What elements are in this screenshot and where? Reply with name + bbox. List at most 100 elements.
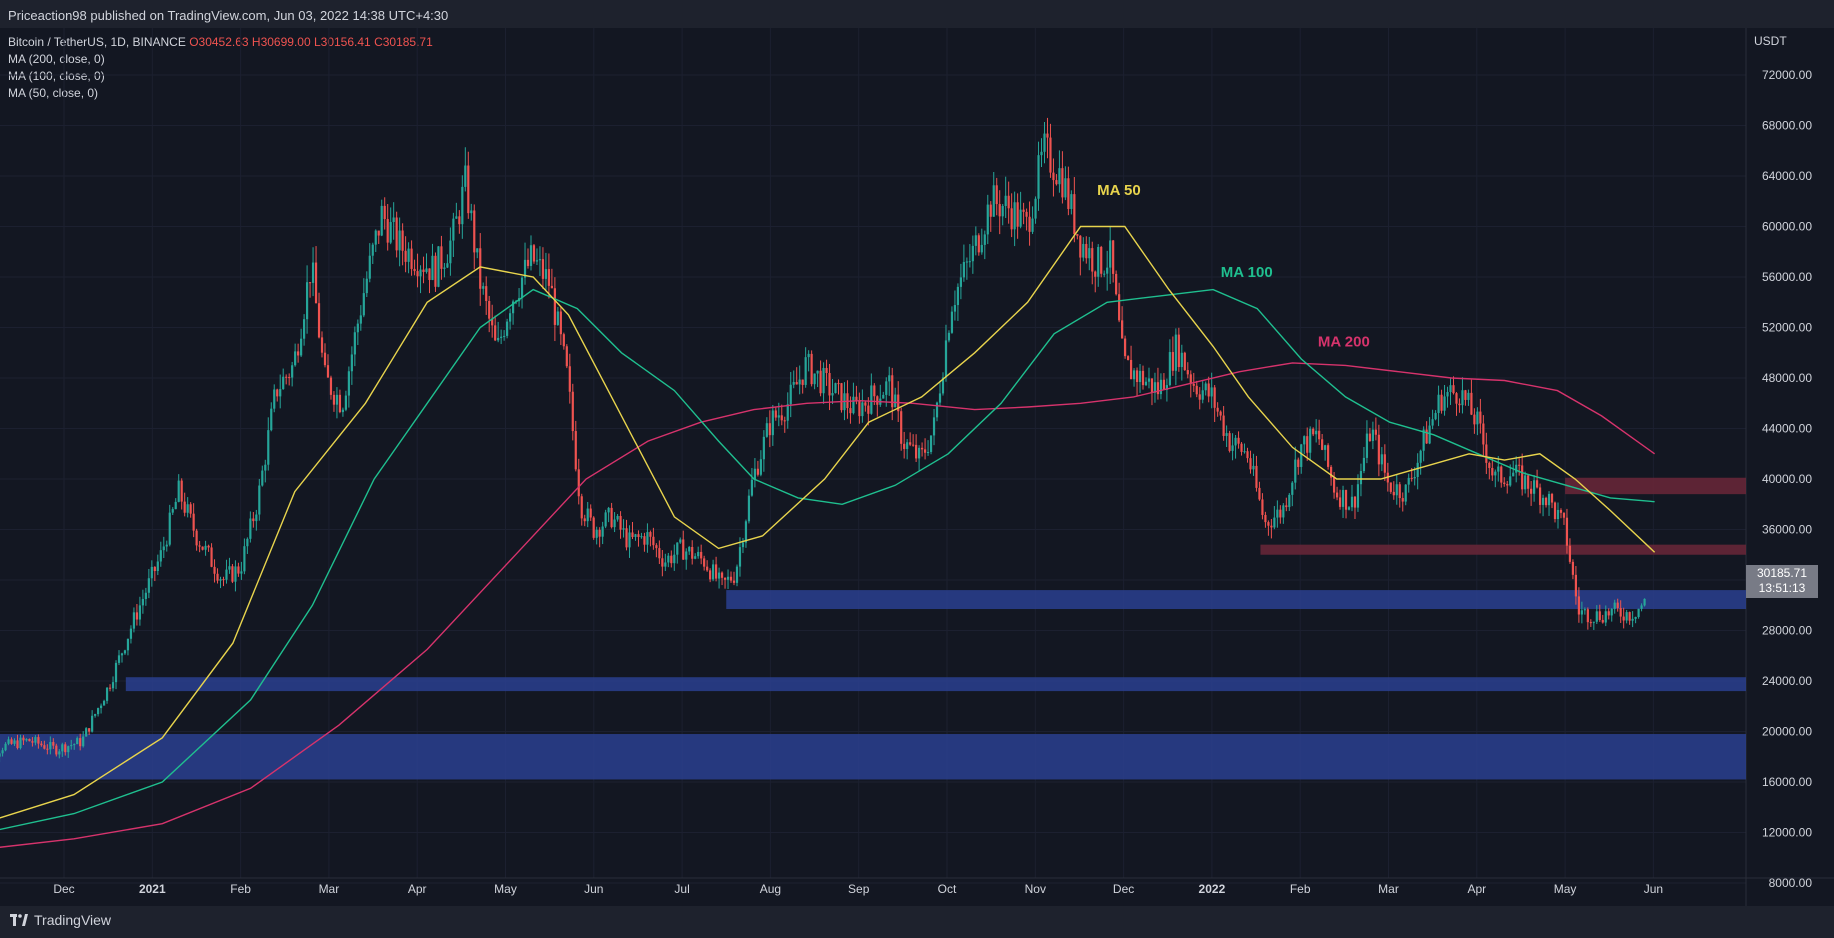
candle-body: [455, 216, 458, 219]
candle-body: [288, 377, 291, 379]
candle: [389, 207, 392, 245]
candle: [780, 404, 783, 426]
indicator-ma100[interactable]: MA (100, close, 0): [8, 69, 105, 83]
candle-body: [255, 514, 258, 522]
candle-body: [697, 551, 700, 557]
candle-body: [1240, 443, 1243, 452]
current-price-value: 30185.71: [1756, 566, 1808, 580]
candle: [1344, 489, 1348, 519]
candle-body: [97, 708, 100, 715]
price-chart[interactable]: MA 50 MA 100 MA 200 8000.00 12000.00 16000.0…: [0, 0, 1834, 906]
candle: [1530, 481, 1533, 506]
candle-body: [1234, 437, 1237, 446]
candle-body: [577, 469, 580, 497]
candle-body: [1067, 178, 1070, 209]
price-tick-label: 72000.00: [1762, 68, 1812, 82]
symbol-row[interactable]: Bitcoin / TetherUS, 1D, BINANCE O30452.6…: [8, 34, 433, 51]
candle-body: [186, 504, 189, 513]
candle-body: [362, 293, 365, 316]
candle-body: [446, 263, 449, 268]
time-tick-label: Jun: [1644, 882, 1663, 896]
candle-body: [831, 393, 834, 396]
candle: [1479, 398, 1482, 434]
candle: [714, 556, 718, 582]
candle: [141, 589, 144, 614]
candle: [1631, 611, 1634, 628]
candle: [750, 467, 754, 497]
candle: [709, 568, 712, 583]
candle-body: [652, 536, 655, 546]
candle: [1300, 443, 1303, 474]
candle: [91, 710, 94, 733]
candle: [162, 536, 165, 559]
candle-body: [1118, 294, 1121, 321]
candle: [852, 382, 855, 415]
indicator-ma200[interactable]: MA (200, close, 0): [8, 52, 105, 66]
candle: [1604, 605, 1607, 627]
tradingview-brand[interactable]: TradingView: [10, 912, 111, 928]
candle: [279, 374, 282, 409]
candle-body: [70, 745, 73, 747]
candle-body: [320, 337, 324, 353]
candle: [1347, 506, 1351, 511]
candle: [1440, 389, 1443, 414]
candle-body: [144, 592, 147, 600]
candle: [246, 537, 249, 554]
candle: [350, 346, 353, 385]
candle: [1538, 483, 1542, 514]
price-tick-label: 12000.00: [1762, 826, 1812, 840]
candle-body: [1440, 394, 1443, 411]
candle: [479, 233, 482, 306]
candle: [676, 542, 679, 564]
candle-body: [792, 382, 795, 385]
candle-body: [825, 367, 828, 374]
candle: [526, 248, 530, 269]
candle-body: [1350, 496, 1354, 508]
candle: [111, 676, 115, 692]
candle-body: [189, 504, 192, 514]
candle-body: [1091, 248, 1094, 272]
candle: [1171, 336, 1174, 376]
candle-body: [923, 449, 927, 453]
price-tick-label: 52000.00: [1762, 321, 1812, 335]
candle: [473, 204, 476, 270]
candle-body: [726, 576, 730, 580]
candle: [864, 401, 867, 412]
candle-body: [1419, 450, 1422, 463]
candle: [703, 555, 706, 571]
candle-body: [192, 513, 195, 531]
candle: [1007, 181, 1010, 224]
candle-body: [1470, 392, 1473, 415]
candle-body: [717, 572, 721, 579]
candle: [532, 243, 536, 264]
candle-body: [350, 354, 353, 372]
candle-body: [1515, 464, 1518, 473]
candle-body: [834, 383, 837, 394]
candle: [1246, 447, 1249, 463]
candle: [1264, 511, 1267, 528]
candle: [1270, 519, 1273, 539]
candle-body: [37, 737, 40, 744]
candle: [726, 569, 730, 590]
candle-body: [944, 340, 948, 378]
candle-body: [819, 370, 822, 394]
candle-body: [720, 572, 724, 578]
candle-body: [374, 230, 377, 245]
candle: [135, 603, 139, 626]
candle: [1338, 489, 1342, 510]
candle-body: [34, 737, 37, 743]
candle: [1255, 455, 1258, 492]
candle-body: [291, 365, 294, 378]
candle-body: [876, 396, 879, 405]
candle-body: [709, 570, 712, 580]
candle: [476, 248, 479, 259]
candle: [1174, 328, 1177, 386]
indicator-ma50[interactable]: MA (50, close, 0): [8, 86, 99, 100]
candle-body: [1207, 383, 1210, 397]
candle: [520, 276, 524, 309]
candle-body: [431, 255, 434, 280]
candle: [470, 203, 473, 221]
time-tick-label: Feb: [1290, 882, 1311, 896]
candle-body: [102, 700, 106, 706]
candle: [637, 530, 640, 547]
